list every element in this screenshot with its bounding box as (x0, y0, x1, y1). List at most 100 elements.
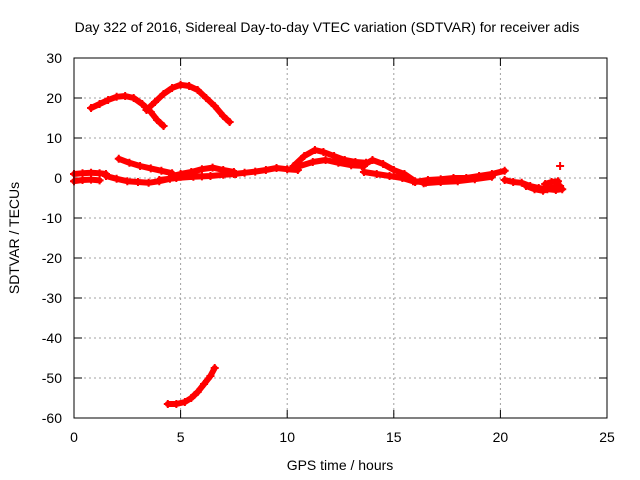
data-point-14-4 (487, 172, 496, 181)
data-point-14-0 (419, 179, 428, 188)
data-point-0-3 (112, 92, 121, 101)
data-point-4-1 (112, 174, 121, 183)
data-point-4-3 (133, 178, 142, 186)
data-point-4-4 (144, 178, 153, 187)
data-point-1-10 (225, 118, 234, 126)
data-point-16-2 (539, 186, 548, 195)
data-point-4-0 (101, 172, 110, 180)
data-point-8-3 (261, 166, 270, 174)
series-arc-11 (295, 156, 368, 170)
data-point-13-0 (411, 178, 420, 186)
data-point-19-6 (206, 372, 215, 380)
data-point-10-2 (321, 156, 330, 164)
data-point-14-2 (453, 177, 462, 186)
data-point-1-7 (202, 94, 211, 102)
series-arc-6 (114, 154, 177, 178)
data-point-13-7 (500, 166, 509, 175)
y-tick-label-4: -20 (42, 250, 62, 266)
data-point-3-1 (78, 176, 87, 184)
series-arc-15 (419, 172, 496, 188)
data-point-19-4 (193, 388, 202, 396)
data-point-16-1 (530, 185, 539, 194)
data-point-12-2 (385, 172, 394, 180)
data-point-10-4 (347, 161, 356, 170)
series-arc-18 (541, 177, 562, 188)
data-point-11-0 (357, 162, 366, 170)
data-point-1-8 (210, 102, 219, 110)
series-arc-9 (229, 164, 302, 178)
data-points (70, 80, 567, 408)
data-point-5-2 (136, 162, 145, 170)
data-point-8-2 (251, 167, 260, 176)
data-point-7-0 (155, 176, 164, 184)
x-tick-label-5: 25 (599, 429, 615, 445)
y-axis-label: SDTVAR / TECUs (6, 182, 22, 294)
data-point-0-4 (121, 92, 130, 100)
series-arc-1 (87, 92, 168, 130)
y-tick-label-2: -40 (42, 330, 62, 346)
data-point-1-5 (185, 82, 194, 90)
series-arc-20 (163, 364, 219, 408)
x-tick-label-4: 20 (493, 429, 509, 445)
y-tick-label-9: 30 (46, 50, 62, 66)
data-point-0-9 (159, 122, 168, 130)
data-point-2-2 (87, 168, 96, 177)
data-point-0-8 (153, 116, 162, 124)
data-point-7-1 (172, 174, 181, 182)
series-arc-19 (556, 162, 565, 170)
data-point-3-2 (87, 175, 96, 184)
data-point-7-4 (219, 170, 228, 179)
data-point-9-4 (330, 152, 339, 160)
x-tick-label-0: 0 (70, 429, 78, 445)
data-point-8-4 (272, 164, 281, 172)
y-tick-label-1: -50 (42, 370, 62, 386)
data-point-12-0 (359, 168, 368, 176)
data-point-1-6 (193, 86, 202, 94)
data-point-8-1 (240, 168, 249, 177)
data-point-14-3 (470, 175, 479, 184)
data-point-8-5 (283, 165, 292, 174)
data-point-15-2 (517, 178, 526, 187)
data-point-10-1 (308, 158, 317, 166)
data-point-1-9 (219, 112, 228, 120)
data-point-15-1 (509, 178, 518, 186)
data-point-1-4 (176, 80, 185, 89)
data-point-19-3 (187, 394, 196, 402)
x-tick-label-1: 5 (177, 429, 185, 445)
data-point-19-0 (163, 400, 172, 408)
data-point-5-3 (146, 164, 155, 173)
data-point-17-2 (553, 177, 562, 186)
series-trace-3 (71, 176, 103, 185)
data-point-10-0 (295, 162, 304, 170)
data-point-18-0 (556, 162, 565, 170)
x-tick-label-2: 10 (279, 429, 295, 445)
data-point-0-2 (104, 96, 113, 104)
data-point-7-3 (206, 172, 215, 180)
data-point-5-4 (157, 166, 166, 175)
data-point-12-3 (398, 174, 407, 182)
series-arc-10 (289, 146, 371, 170)
data-point-9-3 (319, 148, 328, 156)
grid (74, 58, 607, 418)
data-point-9-1 (300, 152, 309, 160)
data-point-14-1 (436, 178, 445, 186)
data-point-9-2 (310, 146, 319, 154)
x-tick-label-3: 15 (386, 429, 402, 445)
y-tick-label-6: 0 (54, 170, 62, 186)
data-point-1-0 (142, 106, 151, 114)
series-trace-1 (143, 81, 233, 125)
series-arc-2 (142, 80, 234, 126)
data-point-1-3 (168, 84, 177, 92)
data-point-0-1 (95, 100, 104, 108)
data-point-0-6 (138, 100, 147, 108)
plot-frame (73, 57, 608, 419)
data-point-5-0 (114, 154, 123, 163)
data-point-3-3 (95, 176, 104, 185)
data-point-11-1 (368, 156, 377, 164)
data-point-0-0 (87, 104, 96, 112)
data-point-2-1 (78, 169, 87, 178)
series-trace-0 (88, 93, 167, 129)
data-point-6-4 (208, 163, 217, 172)
y-tick-label-7: 10 (46, 130, 62, 146)
